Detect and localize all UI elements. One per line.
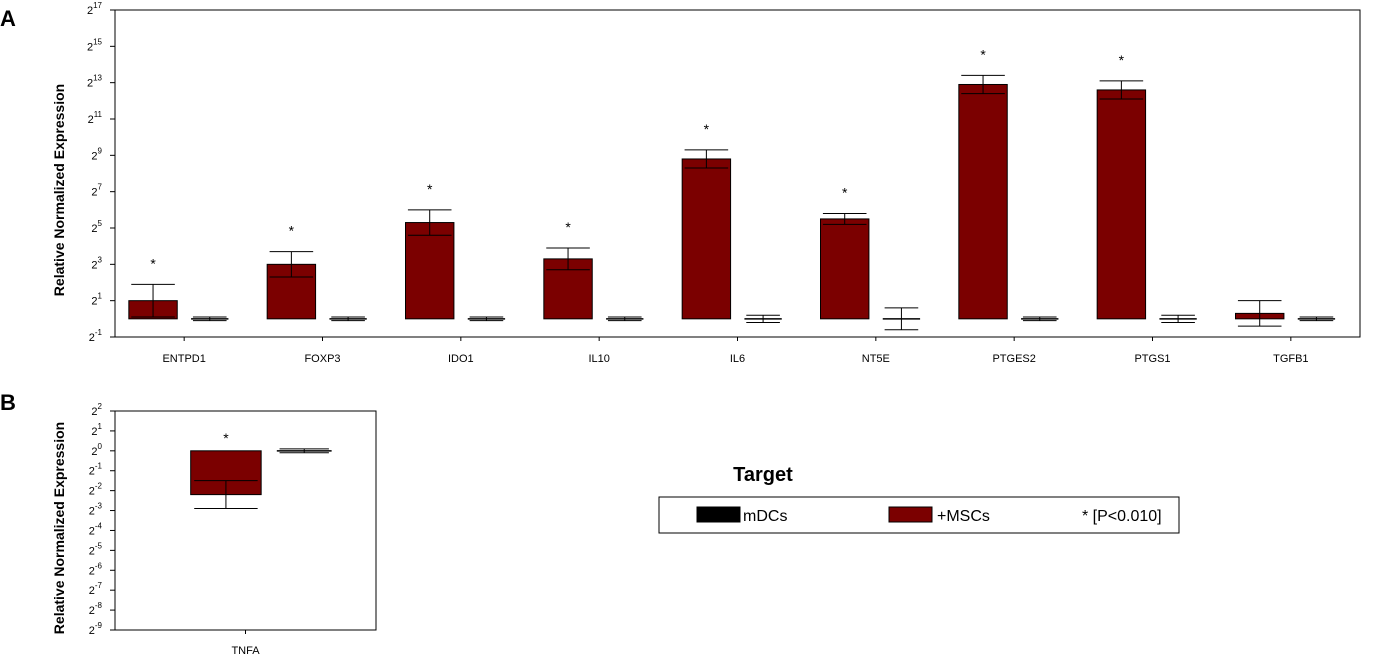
panel-b-y-axis: 22 21 20 2-1 2-2 2-3 2-4 2-5 2-6 2-7 2-8 2-9 xyxy=(89,402,115,637)
panel-b-y-axis-label: Relative Normalized Expression xyxy=(51,422,67,634)
y-tick-label: 2-4 xyxy=(89,521,103,537)
y-tick-label: 215 xyxy=(87,37,103,53)
legend-significance-note: * [P<0.010] xyxy=(1082,508,1162,525)
panel-a-y-axis-label: Relative Normalized Expression xyxy=(51,84,67,296)
y-tick-label: 2-1 xyxy=(89,462,103,478)
x-tick-label-tgfb1: TGFB1 xyxy=(1273,353,1308,365)
panel-b-x-tick-labels: TNFA xyxy=(231,630,260,656)
y-tick-label: 22 xyxy=(91,402,102,418)
significance-star: * xyxy=(980,46,986,62)
y-tick-label: 213 xyxy=(87,74,103,90)
panel-a-y-axis: 2-1 21 23 25 27 29 211 213 215 217 xyxy=(87,1,115,344)
significance-star: * xyxy=(223,430,229,446)
bar-mscs-ptges2 xyxy=(958,83,1008,320)
legend-box xyxy=(658,496,1180,534)
panel-a-chart: 2-1 21 23 25 27 29 211 213 215 217 * * * * * * * * ENTPD… xyxy=(51,1,1361,365)
y-tick-label: 2-7 xyxy=(89,581,103,597)
y-tick-label: 23 xyxy=(91,255,102,271)
y-tick-label: 27 xyxy=(91,183,102,199)
bar-mscs-nt5e xyxy=(820,218,870,320)
y-tick-label: 2-5 xyxy=(89,541,103,557)
legend: Target mDCs +MSCs * [P<0.010] xyxy=(658,464,1180,534)
panel-a-bars: * * * * * * * * xyxy=(128,46,1336,331)
x-tick-label-nt5e: NT5E xyxy=(862,353,890,365)
panel-a-label: A xyxy=(0,6,16,31)
significance-star: * xyxy=(1119,52,1125,68)
significance-star: * xyxy=(842,184,848,200)
significance-star: * xyxy=(289,223,295,239)
panel-b-bars: * xyxy=(190,430,332,510)
y-tick-label: 2-1 xyxy=(89,328,103,344)
significance-star: * xyxy=(427,181,433,197)
y-tick-label: 20 xyxy=(91,442,102,458)
x-tick-label-tnfa: TNFA xyxy=(231,645,260,656)
legend-swatch-mscs xyxy=(888,506,933,523)
x-tick-label-il10: IL10 xyxy=(588,353,609,365)
y-tick-label: 2-6 xyxy=(89,561,103,577)
legend-title: Target xyxy=(733,464,793,486)
bar-mscs-ido1 xyxy=(405,222,455,320)
y-tick-label: 21 xyxy=(91,292,102,308)
x-tick-label-ido1: IDO1 xyxy=(448,353,474,365)
significance-star: * xyxy=(565,219,571,235)
bar-mscs-il6 xyxy=(681,158,732,320)
x-tick-label-entpd1: ENTPD1 xyxy=(162,353,205,365)
x-tick-label-il6: IL6 xyxy=(730,353,745,365)
y-tick-label: 29 xyxy=(91,146,102,162)
y-tick-label: 2-2 xyxy=(89,482,103,498)
y-tick-label: 21 xyxy=(91,422,102,438)
y-tick-label: 2-8 xyxy=(89,601,103,617)
y-tick-label: 211 xyxy=(88,110,103,126)
y-tick-label: 25 xyxy=(91,219,102,235)
x-tick-label-foxp3: FOXP3 xyxy=(304,353,340,365)
legend-label-mscs: +MSCs xyxy=(937,508,990,525)
legend-swatch-mdcs xyxy=(696,506,741,523)
panel-b-chart: 22 21 20 2-1 2-2 2-3 2-4 2-5 2-6 2-7 2-8 2-9 * TNFA… xyxy=(51,402,377,656)
legend-label-mdcs: mDCs xyxy=(743,508,787,525)
bar-mscs-ptgs1 xyxy=(1096,89,1147,320)
panel-b-plot-area xyxy=(114,410,377,631)
significance-star: * xyxy=(150,255,156,271)
y-tick-label: 2-3 xyxy=(89,502,103,518)
y-tick-label: 217 xyxy=(87,1,103,17)
y-tick-label: 2-9 xyxy=(89,621,103,637)
panel-a-x-tick-labels: ENTPD1 FOXP3 IDO1 IL10 IL6 NT5E PTGES2 PTGS1 TGF… xyxy=(162,337,1309,365)
x-tick-label-ptges2: PTGES2 xyxy=(992,353,1035,365)
bar-mscs-foxp3 xyxy=(266,263,317,320)
panel-b-label: B xyxy=(0,390,16,415)
x-tick-label-ptgs1: PTGS1 xyxy=(1134,353,1170,365)
significance-star: * xyxy=(704,121,710,137)
